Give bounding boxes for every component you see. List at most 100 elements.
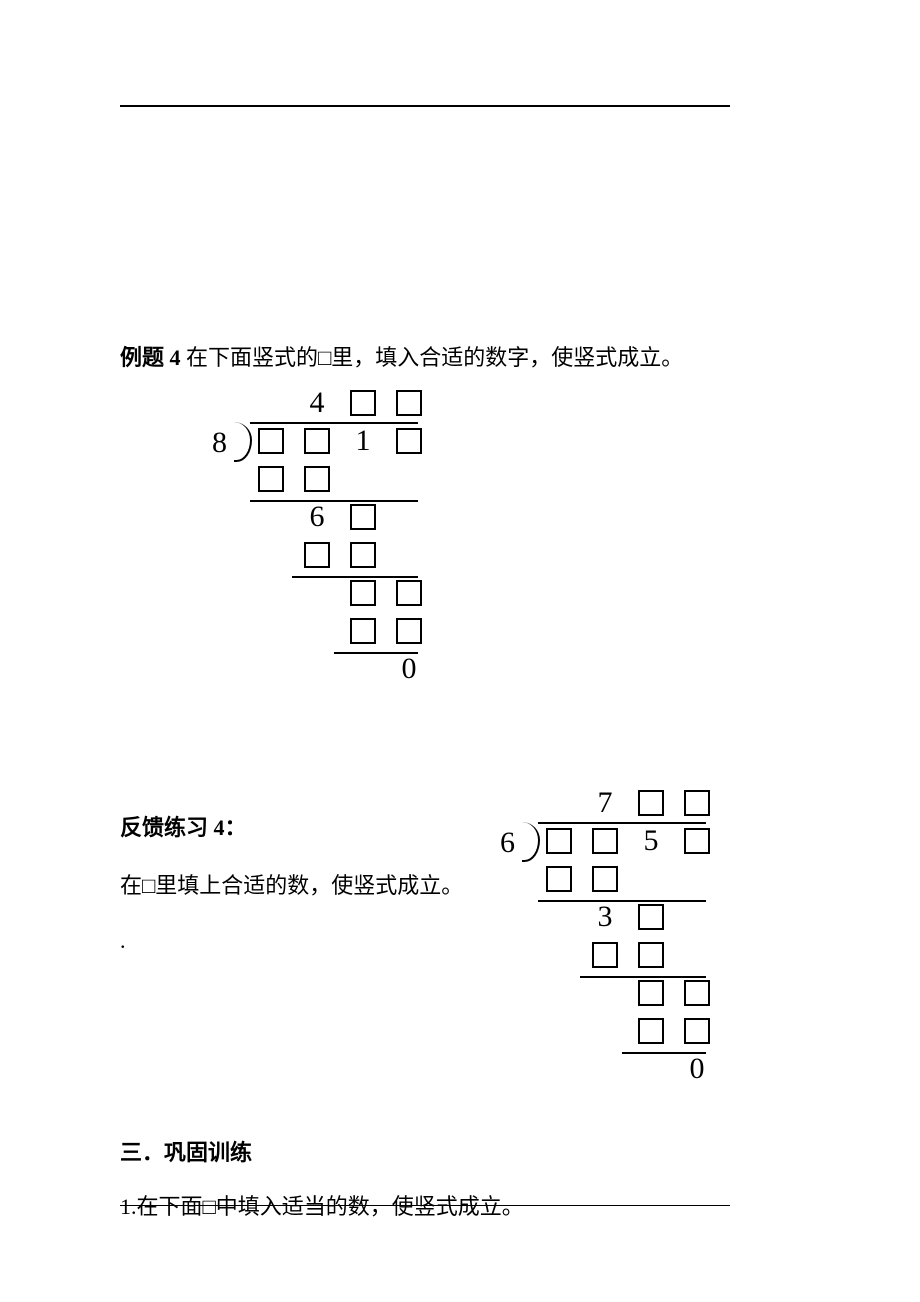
ldiv1-d3: 1 <box>342 424 384 458</box>
ldiv2-d4 <box>676 824 718 858</box>
spacer <box>296 652 338 686</box>
section3-heading: 三．巩固训练 <box>120 1133 524 1173</box>
ldiv2-quotient-row: 7 <box>538 786 718 824</box>
ldiv1-step2-sub-row <box>250 538 430 576</box>
ldiv2-q3 <box>676 786 718 820</box>
ldiv1-s1b <box>296 462 338 496</box>
ldiv2-d2 <box>584 824 626 858</box>
feedback4-body: 在□里填上合适的数，使竖式成立。 <box>120 866 463 906</box>
blank-box <box>638 790 664 816</box>
blank-box <box>396 390 422 416</box>
blank-box <box>396 580 422 606</box>
ldiv2-rule-3 <box>580 976 706 978</box>
ldiv1-rule-3 <box>292 576 418 578</box>
spacer <box>538 900 580 934</box>
blank-box <box>684 1018 710 1044</box>
ldiv1-s3h1 <box>342 576 384 610</box>
feedback4-label: 反馈练习 4： <box>120 808 463 848</box>
section-3: 三．巩固训练 1.在下面□中填入适当的数，使竖式成立。 <box>120 1133 524 1226</box>
blank-box <box>304 428 330 454</box>
blank-box <box>684 980 710 1006</box>
ldiv1-step3-head-row <box>250 576 430 614</box>
spacer <box>630 1052 672 1086</box>
header-rule <box>120 105 730 107</box>
blank-box <box>638 942 664 968</box>
ldiv1-s3s2 <box>388 614 430 648</box>
spacer <box>342 652 384 686</box>
ldiv1-remainder-row: 0 <box>250 652 430 690</box>
blank-box <box>684 790 710 816</box>
spacer <box>584 1014 626 1048</box>
ldiv2-remainder-row: 0 <box>538 1052 718 1090</box>
ldiv1-step2-head-row: 6 <box>250 500 430 538</box>
ldiv2-s3h1 <box>630 976 672 1010</box>
blank-box <box>350 580 376 606</box>
ldiv1-q1: 4 <box>296 386 338 420</box>
ldiv2-d3: 5 <box>630 824 672 858</box>
ldiv2-dividend-row: 5 <box>538 824 718 862</box>
long-division-2: 6 7 5 3 <box>538 786 718 1090</box>
ldiv2-rule-quotient <box>538 822 706 824</box>
ldiv1-s3s1 <box>342 614 384 648</box>
ldiv1-d1 <box>250 424 292 458</box>
ldiv2-s2h1: 3 <box>584 900 626 934</box>
ldiv1-s3h2 <box>388 576 430 610</box>
ldiv2-d1 <box>538 824 580 858</box>
ldiv1-d4 <box>388 424 430 458</box>
ldiv2-rule-2 <box>538 900 706 902</box>
blank-box <box>304 466 330 492</box>
ldiv1-rule-4 <box>334 652 418 654</box>
ldiv1-step1-sub-row <box>250 462 430 500</box>
page: 例题 4 在下面竖式的□里，填入合适的数字，使竖式成立。 8 4 1 <box>0 0 920 1302</box>
ldiv1-divisor: 8 <box>212 426 227 460</box>
blank-box <box>350 390 376 416</box>
long-division-1: 8 4 1 6 <box>250 386 430 690</box>
spacer <box>250 576 292 610</box>
ldiv1-rule-quotient <box>250 422 418 424</box>
spacer <box>584 1052 626 1086</box>
content-area: 例题 4 在下面竖式的□里，填入合适的数字，使竖式成立。 8 4 1 <box>120 338 780 378</box>
ldiv1-step3-sub-row <box>250 614 430 652</box>
blank-box <box>258 428 284 454</box>
ldiv2-s3s2 <box>676 1014 718 1048</box>
ldiv2-s3h2 <box>676 976 718 1010</box>
section3-q1: 1.在下面□中填入适当的数，使竖式成立。 <box>120 1187 524 1227</box>
ldiv1-d2 <box>296 424 338 458</box>
ldiv2-q1: 7 <box>584 786 626 820</box>
ldiv2-s1a <box>538 862 580 896</box>
ldiv1-s1a <box>250 462 292 496</box>
blank-box <box>396 618 422 644</box>
blank-box <box>638 980 664 1006</box>
ldiv1-s2s1 <box>296 538 338 572</box>
ldiv2-step1-sub-row <box>538 862 718 900</box>
blank-box <box>546 866 572 892</box>
spacer <box>250 500 292 534</box>
spacer <box>250 386 292 420</box>
ldiv2-step3-sub-row <box>538 1014 718 1052</box>
spacer <box>250 538 292 572</box>
ldiv1-rule-2 <box>250 500 418 502</box>
ldiv1-q2 <box>342 386 384 420</box>
spacer <box>538 1014 580 1048</box>
spacer <box>250 652 292 686</box>
blank-box <box>592 942 618 968</box>
blank-box <box>350 504 376 530</box>
ldiv2-divisor: 6 <box>500 826 515 860</box>
ldiv2-q2 <box>630 786 672 820</box>
ldiv2-rule-4 <box>622 1052 706 1054</box>
ldiv2-step2-sub-row <box>538 938 718 976</box>
ldiv1-s2h2 <box>342 500 384 534</box>
ldiv2-step3-head-row <box>538 976 718 1014</box>
ldiv1-dividend-row: 1 <box>250 424 430 462</box>
blank-box <box>350 618 376 644</box>
example4-body: 在下面竖式的□里，填入合适的数字，使竖式成立。 <box>181 345 684 370</box>
ldiv2-s2s1 <box>584 938 626 972</box>
blank-box <box>304 542 330 568</box>
spacer <box>538 976 580 1010</box>
ldiv2-step2-head-row: 3 <box>538 900 718 938</box>
ldiv2-s1b <box>584 862 626 896</box>
lone-dot: . <box>120 928 126 954</box>
example4-line: 例题 4 在下面竖式的□里，填入合适的数字，使竖式成立。 <box>120 338 780 378</box>
spacer <box>250 614 292 648</box>
blank-box <box>546 828 572 854</box>
